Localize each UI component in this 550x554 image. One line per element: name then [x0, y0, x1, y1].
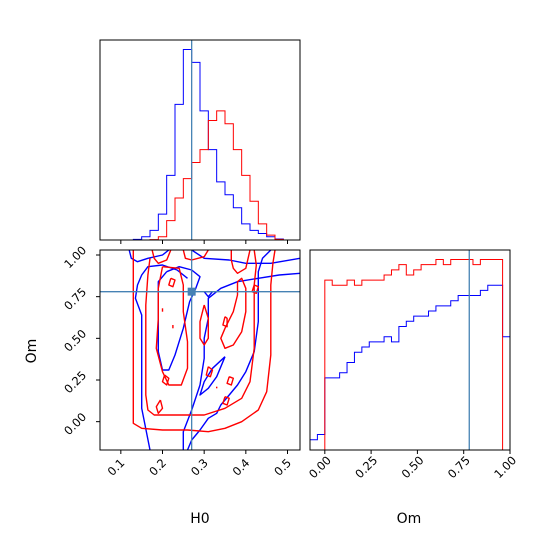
contour-line-red-10 [230, 250, 251, 274]
contour-panel: 0.1 0.2 0.3 0.4 0.5 0.00 0.25 0.50 0.75 1.00 [61, 243, 301, 479]
hist-om-frame [309, 249, 511, 451]
contour-series [128, 250, 300, 450]
contour-xtick-label-0: 0.1 [105, 456, 128, 479]
contour-line-red-16 [155, 399, 164, 414]
hist-h0-panel [99, 39, 301, 244]
hist-h0-step-red [100, 110, 300, 241]
contour-yticks: 0.00 0.25 0.50 0.75 1.00 [61, 243, 100, 438]
contour-ytick-label-0: 0.00 [61, 410, 89, 438]
contour-line-blue-2 [182, 272, 300, 450]
hist-om-step-blue [309, 284, 511, 450]
contour-line-red-20 [222, 396, 230, 406]
hist-om-series [309, 259, 511, 451]
xlabel-h0: H0 [190, 511, 209, 527]
contour-ytick-label-1: 0.25 [61, 368, 89, 396]
contour-line-red-23 [168, 277, 176, 288]
contour-ytick-label-4: 1.00 [61, 243, 89, 271]
contour-line-blue-6 [186, 250, 272, 450]
ylabel-om: Om [24, 339, 40, 364]
hist-om-xticks: 0.00 0.25 0.50 0.75 1.00 [306, 450, 519, 481]
contour-line-red-11 [145, 250, 257, 416]
hist-om-xtick-label-4: 1.00 [491, 453, 519, 481]
hist-om-panel: 0.00 0.25 0.50 0.75 1.00 [306, 249, 519, 481]
contour-xticks: 0.1 0.2 0.3 0.4 0.5 [105, 450, 294, 479]
contour-line-red-12 [132, 250, 276, 433]
contour-line-red-21 [226, 376, 234, 386]
contour-xtick-label-2: 0.3 [188, 456, 211, 479]
contour-line-red-14 [220, 277, 247, 349]
contour-line-blue-5 [199, 356, 226, 396]
contour-line-red-13 [155, 266, 189, 386]
xlabel-om: Om [397, 511, 422, 527]
hist-om-xtick-label-1: 0.25 [352, 453, 380, 481]
contour-line-red-19 [205, 366, 214, 378]
hist-h0-xticks [120, 240, 288, 244]
contour-xtick-label-4: 0.5 [271, 456, 294, 479]
contour-line-blue-3 [134, 264, 188, 450]
contour-ytick-label-2: 0.50 [61, 327, 89, 355]
contour-xtick-label-3: 0.4 [230, 456, 253, 479]
contour-line-red-17 [222, 316, 228, 328]
contour-line-blue-4 [157, 266, 201, 371]
hist-om-xtick-label-2: 0.50 [399, 453, 427, 481]
contour-line-blue-1 [191, 250, 300, 264]
contour-line-red-22 [251, 284, 259, 294]
contour-line-red-8 [151, 250, 172, 264]
contour-ytick-label-3: 0.75 [61, 285, 89, 313]
contour-line-red-15 [199, 304, 209, 346]
contour-truth-marker [187, 287, 196, 296]
hist-h0-frame [99, 39, 301, 241]
contour-xtick-label-1: 0.2 [146, 456, 169, 479]
contour-frame [99, 249, 301, 451]
hist-om-xtick-label-3: 0.75 [445, 453, 473, 481]
hist-om-step-red [310, 259, 510, 451]
contour-line-red-18 [161, 374, 170, 386]
contour-line-blue-0 [128, 250, 170, 263]
hist-om-xtick-label-0: 0.00 [306, 453, 334, 481]
hist-h0-step-blue [100, 49, 300, 241]
hist-h0-series [100, 49, 300, 241]
